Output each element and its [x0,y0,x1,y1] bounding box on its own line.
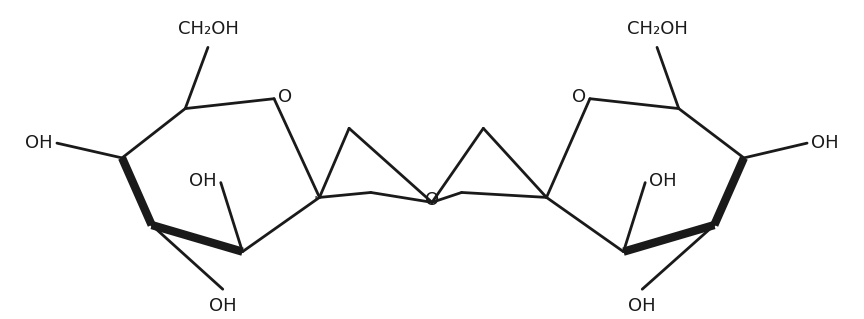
Text: OH: OH [628,297,656,315]
Text: OH: OH [189,172,217,189]
Text: CH₂OH: CH₂OH [626,19,688,38]
Text: O: O [425,191,439,209]
Text: O: O [278,88,292,106]
Text: OH: OH [811,134,839,152]
Text: ': ' [314,196,318,211]
Text: OH: OH [209,297,237,315]
Text: CH₂OH: CH₂OH [177,19,238,38]
Text: OH: OH [649,172,677,189]
Text: O: O [572,88,586,106]
Text: OH: OH [25,134,53,152]
